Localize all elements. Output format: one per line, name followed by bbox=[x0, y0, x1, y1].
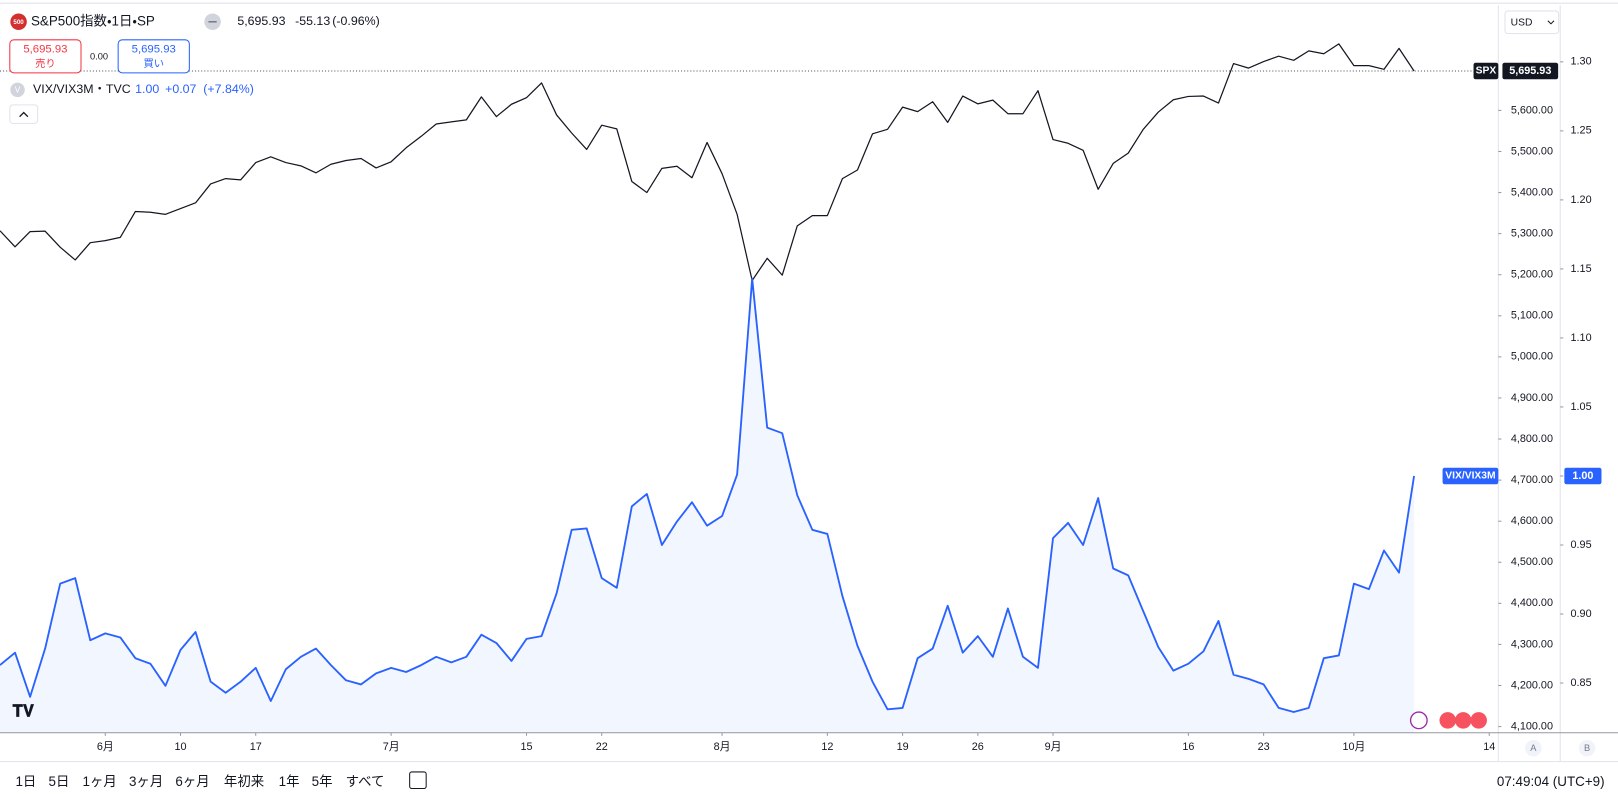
y-tick-label: 4,700.00 bbox=[1511, 474, 1553, 486]
dropdown-arrow bbox=[1547, 20, 1555, 25]
y-tick-label: 5,300.00 bbox=[1511, 228, 1553, 240]
x-tick-label: 26 bbox=[972, 741, 984, 753]
event-icon[interactable] bbox=[1439, 712, 1456, 729]
event-icon[interactable] bbox=[1454, 712, 1472, 729]
sell-price: 5,695.93 bbox=[23, 44, 67, 56]
y-tick-label: 5,400.00 bbox=[1511, 186, 1553, 198]
x-tick-label: 7月 bbox=[383, 741, 400, 753]
y2-tick-label: 1.25 bbox=[1571, 125, 1592, 137]
range-button[interactable]: 1ヶ月 bbox=[83, 774, 117, 789]
x-tick-label: 8月 bbox=[714, 741, 731, 753]
x-tick-label: 10月 bbox=[1342, 741, 1365, 753]
buy-price: 5,695.93 bbox=[132, 44, 176, 56]
clock: 07:49:04 (UTC+9) bbox=[1497, 774, 1605, 789]
last-price: 5,695.93 bbox=[237, 14, 285, 28]
range-button[interactable]: 5日 bbox=[48, 774, 69, 789]
y2-tick-label: 1.10 bbox=[1571, 332, 1592, 344]
y-tick-label: 4,900.00 bbox=[1511, 392, 1553, 404]
y2-tick-label: 1.05 bbox=[1571, 401, 1592, 413]
y-tick-label: 5,600.00 bbox=[1511, 104, 1553, 116]
collapse-button[interactable] bbox=[9, 104, 39, 124]
range-button[interactable]: すべて bbox=[346, 774, 385, 789]
y-tick-label: 4,100.00 bbox=[1511, 720, 1553, 732]
axis-button-label: A bbox=[1530, 743, 1537, 753]
y-tick-label: 4,600.00 bbox=[1511, 515, 1553, 527]
date-range-button[interactable] bbox=[409, 771, 427, 789]
y2-tick-label: 0.90 bbox=[1571, 608, 1592, 620]
x-tick-label: 22 bbox=[596, 741, 608, 753]
x-tick-label: 14 bbox=[1483, 741, 1495, 753]
y2-tick-label: 0.85 bbox=[1571, 677, 1592, 689]
series-line bbox=[0, 277, 1415, 713]
tv-logo: 𝐓𝐕 bbox=[12, 702, 35, 720]
currency: USD bbox=[1511, 18, 1533, 29]
x-tick-label: 17 bbox=[250, 741, 262, 753]
range-button[interactable]: 1年 bbox=[279, 774, 300, 789]
y-tick-label: 5,100.00 bbox=[1511, 310, 1553, 322]
last-value-label: 5,695.93 bbox=[1509, 65, 1551, 77]
range-button[interactable]: 6ヶ月 bbox=[175, 774, 209, 789]
indicator-change: +0.07 bbox=[165, 82, 196, 96]
x-tick-label: 19 bbox=[897, 741, 909, 753]
indicator-title[interactable]: VIX/VIX3M・TVC bbox=[33, 82, 131, 96]
x-tick-label: 9月 bbox=[1045, 741, 1062, 753]
x-tick-label: 23 bbox=[1258, 741, 1270, 753]
y-tick-label: 4,500.00 bbox=[1511, 556, 1553, 568]
series-line bbox=[0, 43, 1415, 282]
series-name-tag bbox=[1442, 467, 1499, 485]
last-value-label: 1.00 bbox=[1572, 470, 1593, 482]
indicator-icon-text: V bbox=[15, 86, 21, 95]
axis-button-label: B bbox=[1584, 743, 1590, 753]
buy-label: 買い bbox=[143, 58, 164, 70]
currency-dropdown[interactable] bbox=[1504, 10, 1560, 35]
y-tick-label: 5,500.00 bbox=[1511, 145, 1553, 157]
indicator-last: 1.00 bbox=[135, 82, 159, 96]
axis-button[interactable] bbox=[1578, 739, 1596, 757]
price-change: -55.13 bbox=[295, 14, 330, 28]
x-tick-label: 6月 bbox=[97, 741, 114, 753]
price-change-pct: (-0.96%) bbox=[332, 14, 379, 28]
series-name: SPX bbox=[1476, 66, 1497, 77]
buy-button[interactable] bbox=[117, 39, 190, 74]
event-icon[interactable] bbox=[1409, 711, 1428, 730]
collapse-icon bbox=[19, 111, 29, 118]
y2-tick-label: 1.20 bbox=[1571, 194, 1592, 206]
y-tick-label: 4,300.00 bbox=[1511, 638, 1553, 650]
series-name: VIX/VIX3M bbox=[1445, 471, 1495, 482]
range-button[interactable]: 5年 bbox=[312, 774, 333, 789]
series-name-tag bbox=[1473, 62, 1499, 80]
spread: 0.00 bbox=[90, 51, 108, 61]
plot-area bbox=[0, 43, 1499, 733]
last-value-tag bbox=[1564, 467, 1602, 485]
range-button[interactable]: 年初来 bbox=[224, 774, 264, 789]
y-tick-label: 5,000.00 bbox=[1511, 351, 1553, 363]
symbol-title[interactable]: S&P500指数・1日・SP bbox=[31, 13, 155, 28]
sell-button[interactable] bbox=[9, 39, 82, 74]
y-tick-label: 4,200.00 bbox=[1511, 679, 1553, 691]
symbol-icon bbox=[10, 13, 27, 31]
axis-button[interactable] bbox=[1525, 739, 1542, 757]
y-tick-label: 4,800.00 bbox=[1511, 433, 1553, 445]
symbol-icon-text: 500 bbox=[13, 19, 24, 26]
y-tick-label: 5,200.00 bbox=[1511, 269, 1553, 281]
event-icon[interactable] bbox=[1470, 712, 1487, 729]
y2-tick-label: 0.95 bbox=[1571, 539, 1592, 551]
last-value-tag bbox=[1502, 62, 1559, 80]
series-area bbox=[0, 278, 1415, 733]
indicator-change-pct: (+7.84%) bbox=[203, 82, 254, 96]
range-button[interactable]: 1日 bbox=[15, 774, 36, 789]
y-tick-label: 4,400.00 bbox=[1511, 597, 1553, 609]
x-tick-label: 15 bbox=[520, 741, 532, 753]
x-tick-label: 12 bbox=[821, 741, 833, 753]
y2-tick-label: 1.30 bbox=[1571, 56, 1592, 68]
range-button[interactable]: 3ヶ月 bbox=[129, 774, 163, 789]
indicator-icon bbox=[10, 82, 25, 98]
x-tick-label: 10 bbox=[174, 741, 186, 753]
sell-label: 売り bbox=[35, 57, 56, 70]
x-tick-label: 16 bbox=[1182, 741, 1194, 753]
y2-tick-label: 1.15 bbox=[1571, 263, 1592, 275]
